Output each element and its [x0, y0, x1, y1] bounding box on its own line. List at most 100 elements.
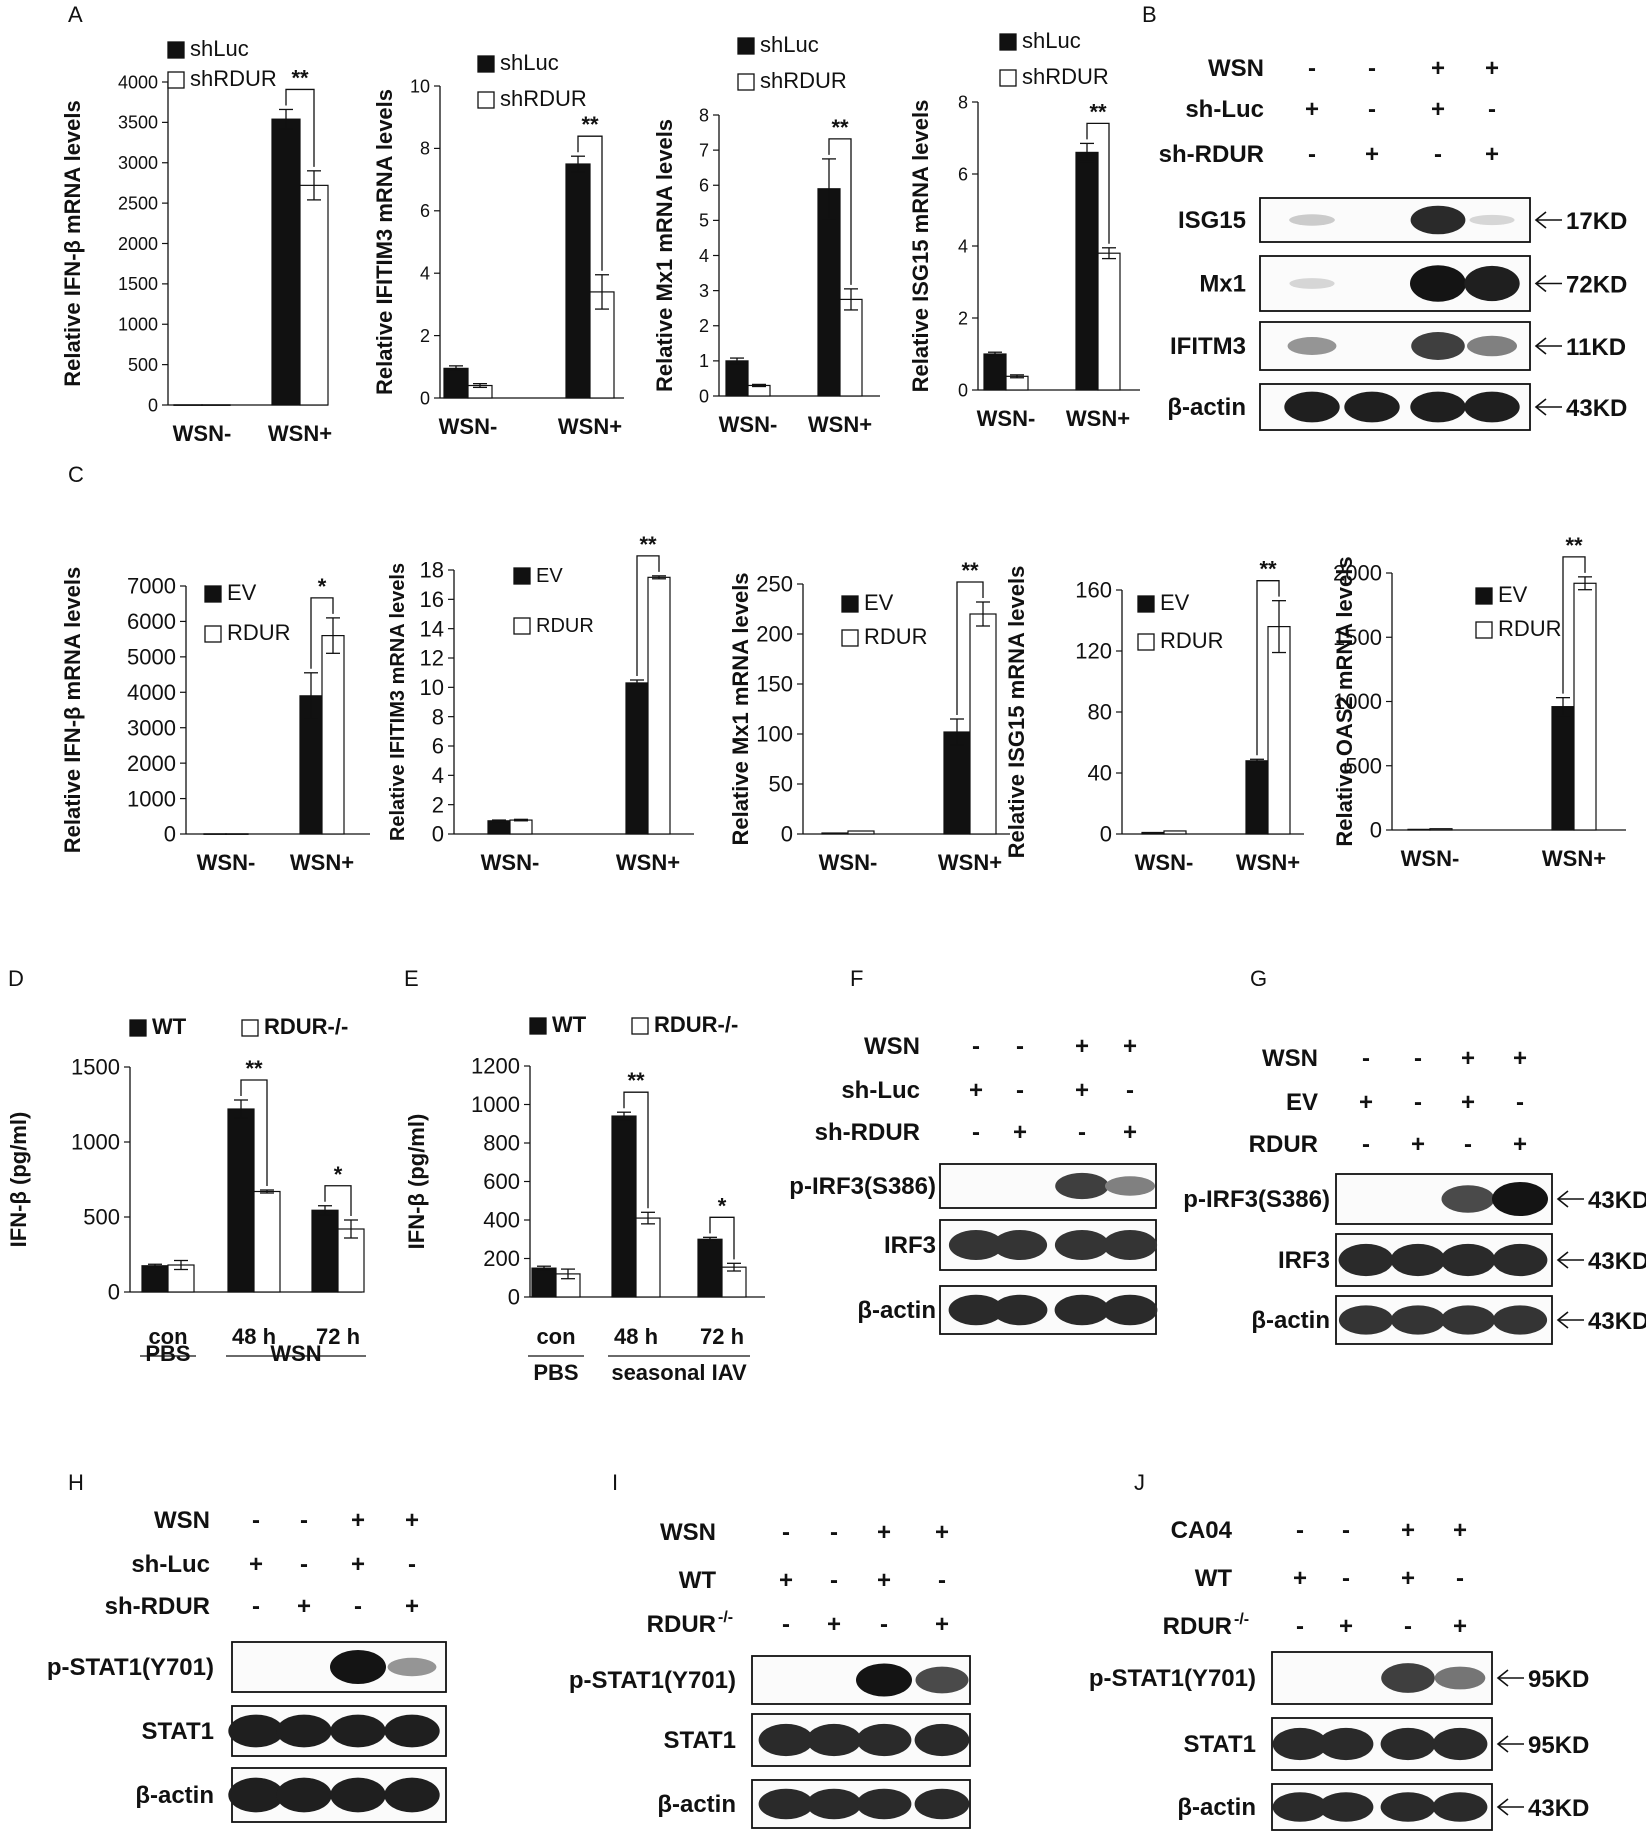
y-tick-label: 6: [432, 734, 444, 759]
panel-letter: G: [1250, 966, 1267, 991]
category-label: WSN-: [719, 412, 778, 437]
protein-band: [914, 1723, 970, 1757]
bar: [1245, 760, 1269, 835]
condition-label: WT: [1195, 1565, 1233, 1592]
row-label: β-actin: [657, 1791, 736, 1818]
legend-label: shLuc: [760, 32, 819, 57]
y-tick-label: 6: [958, 164, 968, 184]
y-tick-label: 1200: [471, 1054, 520, 1079]
y-axis-label: Relative IFITIM3 mRNA levels: [372, 89, 397, 395]
protein-band: [1318, 1727, 1374, 1761]
y-tick-label: 50: [769, 772, 793, 797]
row-label: p-IRF3(S386): [1183, 1186, 1330, 1213]
y-tick-label: 4: [420, 264, 430, 284]
protein-band: [1338, 1243, 1394, 1277]
molecular-weight-label: 11KD: [1566, 334, 1626, 361]
legend-swatch: [631, 1017, 649, 1035]
bar: [635, 1217, 661, 1298]
lane-sign: -: [972, 1033, 980, 1060]
y-tick-label: 3: [699, 281, 709, 301]
lane-sign: +: [1013, 1119, 1027, 1146]
category-label: 72 h: [700, 1324, 744, 1349]
lane-sign: -: [1016, 1033, 1024, 1060]
y-tick-label: 800: [483, 1131, 520, 1156]
bar: [625, 682, 649, 835]
lane-sign: +: [405, 1507, 419, 1534]
condition-label: sh-RDUR: [1159, 141, 1264, 168]
lane-sign: -: [1516, 1089, 1524, 1116]
legend-swatch: [1475, 587, 1493, 605]
size-arrow-head: [1496, 1798, 1509, 1816]
protein-band: [1390, 1305, 1446, 1335]
condition-label: sh-RDUR: [815, 1119, 920, 1146]
significance-label: **: [581, 112, 599, 137]
protein-band: [1411, 332, 1465, 360]
row-label: p-STAT1(Y701): [1089, 1665, 1256, 1692]
bar: [611, 1115, 637, 1298]
size-arrow-head: [1534, 211, 1547, 229]
bar: [1429, 828, 1453, 831]
legend-swatch: [737, 73, 755, 91]
protein-band: [1102, 1294, 1158, 1326]
category-label: WSN-: [439, 414, 498, 439]
legend-swatch: [513, 617, 531, 635]
bar: [1141, 831, 1165, 835]
lane-sign: +: [935, 1519, 949, 1546]
bar: [725, 360, 749, 397]
molecular-weight-label: 43KD: [1588, 1248, 1646, 1275]
lane-sign: -: [1488, 96, 1496, 123]
y-tick-label: 500: [1345, 753, 1382, 778]
bar: [969, 613, 997, 835]
bar: [697, 1238, 723, 1298]
significance-bracket: [285, 88, 315, 167]
y-tick-label: 2000: [1333, 561, 1382, 586]
lane-sign: +: [877, 1567, 891, 1594]
panel-letter: H: [68, 1470, 84, 1495]
bar: [173, 404, 203, 406]
protein-band: [384, 1777, 440, 1813]
molecular-weight-label: 95KD: [1528, 1732, 1589, 1759]
lane-sign: -: [300, 1507, 308, 1534]
western-blot-G: WSN - - + + EV + - + - RDUR - + - + p-IRF3(S386) 43KD IRF…: [1183, 1045, 1646, 1345]
y-axis-label: Relative IFN-β mRNA levels: [60, 567, 85, 853]
protein-band: [228, 1777, 284, 1813]
protein-band: [914, 1788, 970, 1820]
y-tick-label: 0: [1370, 818, 1382, 843]
legend-swatch: [737, 37, 755, 55]
lane-sign: -: [1456, 1565, 1464, 1592]
protein-band: [1464, 265, 1520, 302]
y-tick-label: 1000: [118, 315, 158, 335]
y-tick-label: 1500: [118, 274, 158, 294]
protein-band: [276, 1777, 332, 1813]
legend-swatch: [204, 585, 222, 603]
protein-band: [1390, 1243, 1446, 1277]
protein-band: [1464, 391, 1520, 423]
y-tick-label: 0: [781, 822, 793, 847]
bar: [311, 1209, 339, 1293]
lane-sign: -: [1362, 1045, 1370, 1072]
y-tick-label: 0: [164, 822, 176, 847]
protein-band: [856, 1663, 912, 1697]
row-label: ISG15: [1178, 207, 1246, 234]
y-tick-label: 2: [958, 308, 968, 328]
significance-label: **: [961, 558, 979, 583]
group-label: WSN: [270, 1341, 321, 1366]
category-label: WSN+: [938, 850, 1002, 875]
y-tick-label: 8: [432, 704, 444, 729]
y-tick-label: 0: [1100, 822, 1112, 847]
lane-sign: -: [1362, 1131, 1370, 1158]
lane-sign: +: [1075, 1033, 1089, 1060]
lane-sign: -: [782, 1519, 790, 1546]
legend-swatch: [241, 1019, 259, 1037]
category-label: WSN+: [1066, 406, 1130, 431]
y-tick-label: 1000: [471, 1092, 520, 1117]
significance-label: *: [718, 1193, 727, 1218]
protein-band: [1054, 1229, 1110, 1261]
legend-label: WT: [152, 1014, 187, 1039]
y-tick-label: 1500: [71, 1055, 120, 1080]
condition-label: RDUR: [1249, 1131, 1318, 1158]
significance-bracket: [310, 597, 334, 669]
protein-band: [1338, 1305, 1394, 1335]
y-axis-label: IFN-β (pg/ml): [404, 1114, 429, 1250]
bar-chart-7: 0 40 80 120 160 Relative ISG15 mRNA levels WSN…: [1004, 557, 1304, 875]
